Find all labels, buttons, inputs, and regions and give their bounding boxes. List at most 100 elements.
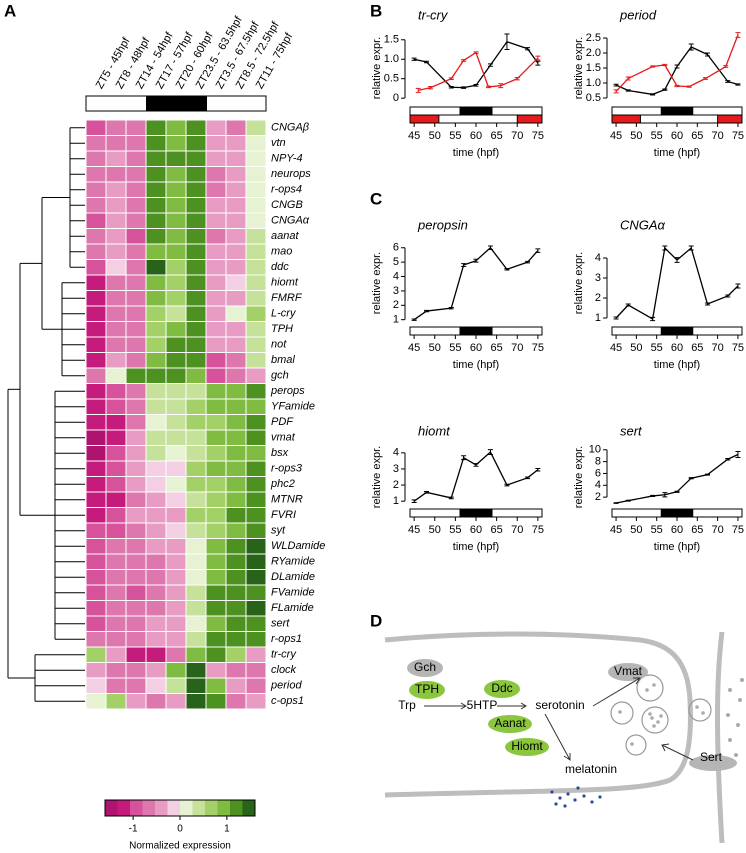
heat-cell	[145, 243, 167, 260]
colorbar-cell	[155, 800, 168, 816]
x-tick-label: 75	[532, 524, 544, 536]
x-axis-label: time (hpf)	[453, 541, 499, 553]
red-bar	[516, 114, 543, 124]
heat-cell	[225, 553, 247, 570]
transporter-pill	[689, 755, 737, 771]
heat-cell	[125, 398, 147, 415]
error-bar	[411, 57, 417, 61]
heat-cell	[105, 476, 127, 493]
x-tick-label: 60	[671, 130, 683, 142]
heat-cell	[165, 538, 187, 555]
transporter-pill	[608, 663, 648, 681]
x-tick-label: 75	[532, 342, 544, 354]
error-bar	[662, 63, 668, 67]
heat-cell	[205, 119, 227, 136]
heat-cell	[245, 693, 267, 710]
heat-cell	[105, 600, 127, 617]
error-bar	[473, 258, 479, 263]
row-label: bsx	[271, 447, 289, 459]
heat-cell	[145, 336, 167, 353]
y-tick-label: 4	[595, 252, 601, 264]
heat-cell	[225, 631, 247, 648]
heat-cell	[205, 259, 227, 276]
heat-cell	[185, 305, 207, 322]
heat-cell	[85, 445, 107, 462]
heat-cell	[85, 119, 107, 136]
heat-cell	[145, 367, 167, 384]
arrow	[544, 713, 571, 761]
chart-title: sert	[620, 423, 643, 438]
heat-cell	[145, 662, 167, 679]
x-tick-label: 50	[429, 342, 441, 354]
heat-cell	[125, 693, 147, 710]
heat-cell	[145, 352, 167, 369]
heat-cell	[125, 243, 147, 260]
heat-cell	[185, 662, 207, 679]
heat-cell	[145, 522, 167, 539]
heat-cell	[225, 429, 247, 446]
vesicle	[636, 674, 664, 702]
error-bar	[650, 316, 656, 322]
heat-cell	[245, 398, 267, 415]
heat-cell	[185, 414, 207, 431]
heat-cell	[105, 274, 127, 291]
error-bar	[504, 33, 510, 51]
error-bar	[688, 477, 694, 480]
heat-cell	[205, 383, 227, 400]
chart-title: tr-cry	[418, 7, 449, 22]
heat-cell	[165, 491, 187, 508]
enzyme-label: Gch	[414, 660, 436, 674]
heat-cell	[205, 212, 227, 229]
heat-cell	[105, 336, 127, 353]
y-tick-label: 1	[393, 314, 399, 326]
heat-cell	[205, 631, 227, 648]
heat-cell	[105, 150, 127, 167]
colorbar-tick-label: 0	[177, 824, 183, 835]
row-label: CNGB	[271, 199, 303, 211]
heat-cell	[165, 212, 187, 229]
heat-cell	[85, 460, 107, 477]
heat-cell	[145, 321, 167, 338]
y-tick-label: 1.5	[384, 34, 399, 46]
error-bar	[498, 83, 504, 89]
heat-cell	[225, 135, 247, 152]
heat-cell	[145, 259, 167, 276]
heat-cell	[85, 383, 107, 400]
x-axis-label: time (hpf)	[654, 541, 700, 553]
error-bar	[473, 463, 479, 467]
heat-cell	[185, 150, 207, 167]
heat-cell	[85, 336, 107, 353]
error-bar	[704, 473, 710, 476]
heat-cell	[165, 228, 187, 245]
row-label: period	[270, 680, 302, 692]
error-bar	[704, 302, 710, 306]
heat-cell	[125, 600, 147, 617]
red-bar	[611, 114, 641, 124]
heat-cell	[85, 429, 107, 446]
heat-cell	[225, 336, 247, 353]
vesicle	[610, 701, 634, 725]
heat-cell	[185, 197, 207, 214]
heat-cell	[225, 646, 247, 663]
error-bar	[613, 502, 619, 504]
x-tick-label: 50	[630, 524, 642, 536]
heat-cell	[145, 476, 167, 493]
colorbar-cell	[130, 800, 143, 816]
heat-cell	[225, 150, 247, 167]
heat-cell	[125, 181, 147, 198]
error-bar	[688, 43, 694, 51]
heat-cell	[165, 553, 187, 570]
heat-cell	[225, 259, 247, 276]
row-label: YFamide	[271, 401, 315, 413]
heat-cell	[185, 336, 207, 353]
error-bar	[461, 263, 467, 267]
heat-cell	[185, 600, 207, 617]
heat-cell	[205, 367, 227, 384]
heat-cell	[245, 383, 267, 400]
dark-bar	[459, 509, 493, 517]
heat-cell	[245, 181, 267, 198]
row-label: perops	[270, 385, 305, 397]
heat-cell	[205, 197, 227, 214]
heat-cell	[205, 243, 227, 260]
heat-cell	[85, 662, 107, 679]
